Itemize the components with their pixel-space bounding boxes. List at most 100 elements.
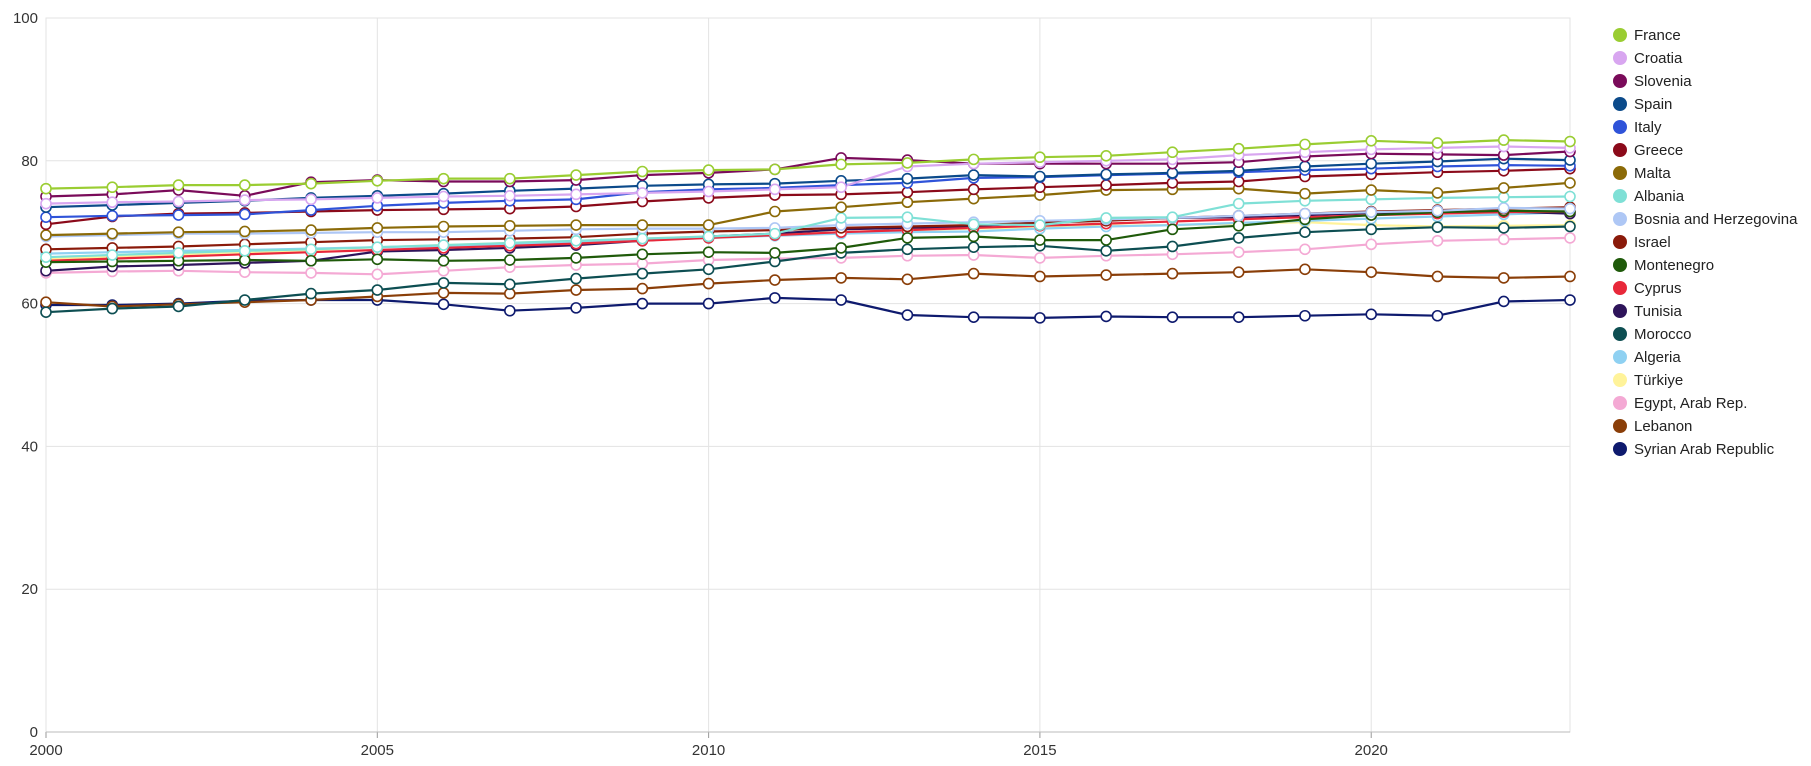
- data-point-lebanon: [835, 272, 847, 284]
- data-point-bosnia-and-herzegovina: [1431, 204, 1444, 217]
- legend-item-malta: Malta: [1613, 165, 1671, 182]
- data-point-albania: [835, 212, 847, 224]
- data-point-malta: [570, 219, 582, 231]
- legend-item-cyprus: Cyprus: [1613, 280, 1682, 297]
- data-point-montenegro: [967, 230, 980, 243]
- data-point-lebanon: [1365, 266, 1378, 278]
- data-point-morocco: [1564, 220, 1576, 233]
- data-point-montenegro: [305, 254, 317, 267]
- legend-label: Tunisia: [1634, 303, 1682, 320]
- data-point-malta: [504, 219, 516, 232]
- legend-label: Lebanon: [1634, 418, 1692, 435]
- data-point-lebanon: [1431, 270, 1444, 283]
- data-point-morocco: [570, 272, 582, 285]
- data-point-malta: [1497, 182, 1510, 194]
- data-point-france: [172, 179, 185, 191]
- legend-label: Italy: [1634, 119, 1662, 136]
- data-point-malta: [1299, 187, 1311, 200]
- data-point-croatia: [504, 189, 516, 202]
- data-point-egypt-arab-rep: [1232, 246, 1245, 258]
- data-point-bosnia-and-herzegovina: [1497, 202, 1510, 214]
- legend-swatch: [1613, 51, 1627, 65]
- legend-item-slovenia: Slovenia: [1613, 73, 1692, 90]
- data-point-albania: [1564, 190, 1576, 203]
- legend-item-montenegro: Montenegro: [1613, 257, 1714, 274]
- data-point-morocco: [1232, 232, 1245, 244]
- legend-label: Algeria: [1634, 349, 1681, 366]
- legend-swatch: [1613, 166, 1627, 180]
- data-point-morocco: [1166, 240, 1179, 253]
- data-point-croatia: [305, 193, 317, 206]
- legend-item-algeria: Algeria: [1613, 349, 1681, 366]
- legend-swatch: [1613, 143, 1627, 157]
- legend-swatch: [1613, 212, 1627, 226]
- grid: [45, 17, 1571, 733]
- data-point-croatia: [769, 183, 781, 196]
- data-point-morocco: [238, 294, 251, 306]
- data-point-croatia: [570, 188, 582, 201]
- legend-item-greece: Greece: [1613, 142, 1683, 159]
- data-point-montenegro: [835, 242, 847, 254]
- data-point-croatia: [835, 181, 847, 194]
- data-point-lebanon: [636, 282, 649, 295]
- data-point-malta: [106, 227, 119, 240]
- data-point-syrian-arab-republic: [835, 294, 847, 306]
- data-point-malta: [371, 222, 384, 234]
- data-point-bosnia-and-herzegovina: [1564, 202, 1576, 215]
- data-point-egypt-arab-rep: [1034, 252, 1046, 264]
- data-point-syrian-arab-republic: [702, 297, 715, 310]
- data-point-france: [1232, 142, 1245, 155]
- data-point-malta: [769, 205, 781, 218]
- data-point-france: [437, 172, 450, 185]
- legend-item-france: France: [1613, 27, 1681, 44]
- legend-item-albania: Albania: [1613, 188, 1685, 205]
- data-point-france: [1100, 150, 1112, 162]
- data-point-lebanon: [1034, 270, 1046, 283]
- data-point-syrian-arab-republic: [1431, 309, 1444, 322]
- data-point-montenegro: [570, 252, 582, 264]
- data-point-malta: [437, 220, 450, 233]
- y-tick-label: 60: [21, 296, 38, 313]
- legend-swatch: [1613, 97, 1627, 111]
- data-point-france: [40, 182, 52, 195]
- data-point-france: [1497, 134, 1510, 146]
- data-point-lebanon: [1166, 267, 1179, 280]
- data-point-montenegro: [1100, 234, 1112, 246]
- data-point-croatia: [702, 185, 715, 198]
- data-point-malta: [172, 226, 185, 238]
- axes: 0 20 40 60 80 100 2000 2005 2010 2015 2020: [13, 10, 1570, 759]
- data-point-montenegro: [769, 247, 781, 259]
- data-point-morocco: [1497, 222, 1510, 234]
- data-point-malta: [1564, 177, 1576, 189]
- series-lines: [45, 139, 1571, 319]
- series-points: [40, 134, 1576, 324]
- data-point-montenegro: [901, 232, 914, 244]
- data-point-egypt-arab-rep: [1299, 243, 1311, 256]
- legend-label: Slovenia: [1634, 73, 1692, 90]
- data-point-bosnia-and-herzegovina: [1299, 207, 1311, 220]
- data-point-morocco: [1431, 221, 1444, 234]
- data-point-morocco: [437, 277, 450, 289]
- data-point-montenegro: [504, 254, 516, 266]
- legend-label: Türkiye: [1634, 372, 1683, 389]
- data-point-italy: [238, 208, 251, 221]
- data-point-lebanon: [1564, 270, 1576, 283]
- legend-label: Israel: [1634, 234, 1671, 251]
- data-point-syrian-arab-republic: [636, 297, 649, 310]
- legend-label: Syrian Arab Republic: [1634, 441, 1775, 458]
- x-tick-label: 2015: [1023, 742, 1056, 759]
- data-point-syrian-arab-republic: [1299, 309, 1311, 322]
- legend-label: Egypt, Arab Rep.: [1634, 395, 1747, 412]
- legend-item-egypt-arab-rep: Egypt, Arab Rep.: [1613, 395, 1747, 412]
- data-point-france: [106, 181, 119, 194]
- data-point-lebanon: [1299, 263, 1311, 276]
- data-point-france: [702, 164, 715, 176]
- data-point-lebanon: [437, 287, 450, 299]
- y-tick-label: 100: [13, 10, 38, 27]
- data-point-montenegro: [437, 254, 450, 267]
- data-point-croatia: [40, 197, 52, 210]
- data-point-egypt-arab-rep: [437, 264, 450, 277]
- data-point-spain: [1034, 170, 1046, 183]
- data-point-syrian-arab-republic: [1497, 295, 1510, 308]
